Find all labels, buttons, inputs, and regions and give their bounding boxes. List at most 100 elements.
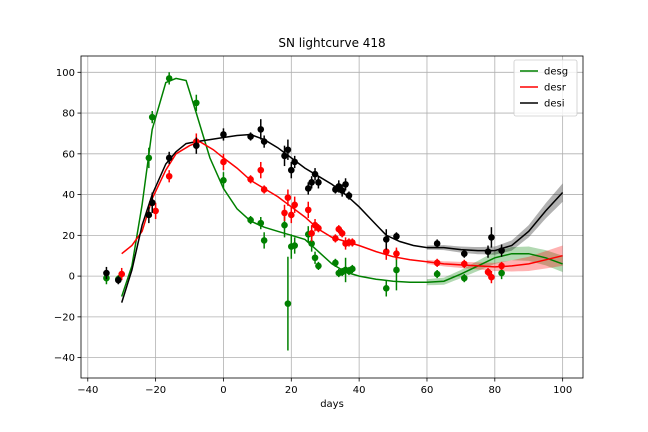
data-point-desi	[488, 234, 495, 241]
data-point-desg	[220, 177, 227, 184]
data-point-desg	[315, 262, 322, 270]
x-tick-label: 0	[220, 385, 226, 396]
data-points	[103, 72, 505, 351]
grid	[81, 56, 583, 378]
data-point-desr	[118, 270, 126, 278]
data-point-desg	[460, 274, 468, 282]
x-tick-label: −20	[145, 385, 166, 396]
data-point-desr	[393, 250, 400, 257]
x-tick-label: 40	[353, 385, 366, 396]
data-point-desg	[257, 219, 265, 227]
data-point-desi	[311, 170, 319, 178]
model-line-desi	[120, 133, 564, 303]
data-point-desi	[433, 240, 441, 247]
chart-title: SN lightcurve 418	[278, 36, 385, 50]
data-point-desr	[304, 206, 312, 214]
data-point-desg	[284, 300, 292, 307]
data-point-desr	[498, 262, 505, 270]
data-point-desi	[345, 192, 353, 199]
data-point-desr	[281, 209, 288, 217]
data-point-desg	[291, 242, 298, 249]
data-point-desi	[287, 166, 295, 174]
data-point-desg	[281, 221, 288, 229]
data-point-desg	[308, 240, 315, 247]
data-point-desg	[498, 269, 505, 277]
y-tick-label: 80	[62, 109, 75, 120]
data-point-desg	[247, 216, 254, 224]
data-point-desr	[165, 172, 173, 180]
data-point-desi	[498, 247, 505, 254]
data-point-desr	[260, 186, 268, 193]
data-point-desg	[260, 237, 268, 244]
y-tick-label: 100	[56, 68, 75, 79]
legend-label-desg: desg	[544, 67, 568, 78]
legend: desg desr desi	[513, 59, 578, 117]
x-tick-label: 60	[421, 385, 434, 396]
data-point-desr	[332, 235, 339, 242]
data-point-desi	[315, 179, 322, 186]
x-axis-label: days	[320, 399, 344, 410]
x-tick-label: 100	[553, 385, 572, 396]
data-point-desi	[308, 179, 315, 186]
data-point-desr	[152, 207, 159, 215]
model-band-desg	[426, 246, 563, 286]
y-tick-label: 40	[62, 190, 75, 201]
data-point-desi	[220, 131, 227, 138]
data-point-desg	[165, 75, 173, 82]
data-point-desr	[284, 194, 292, 201]
data-point-desr	[382, 248, 390, 255]
data-point-desi	[484, 248, 492, 255]
data-point-desi	[393, 233, 400, 240]
data-point-desi	[382, 236, 390, 243]
data-point-desi	[257, 126, 265, 133]
data-point-desi	[115, 276, 122, 284]
data-point-desi	[247, 133, 254, 140]
data-point-desr	[291, 201, 298, 209]
data-point-desr	[308, 230, 315, 237]
data-point-desr	[488, 273, 495, 281]
data-point-desi	[193, 142, 200, 149]
y-tick-label: 0	[69, 272, 75, 283]
data-point-desg	[393, 266, 400, 274]
data-point-desi	[342, 181, 349, 188]
data-point-desg	[382, 285, 390, 292]
data-point-desr	[247, 175, 254, 183]
data-point-desg	[433, 270, 441, 278]
data-point-desi	[338, 187, 346, 194]
model-band-desi	[426, 183, 563, 255]
model-line-desr	[121, 140, 563, 268]
data-point-desr	[460, 260, 468, 268]
data-point-desi	[460, 250, 468, 257]
data-point-desr	[349, 239, 356, 246]
data-point-desi	[284, 146, 292, 154]
y-tick-label: 60	[62, 149, 75, 160]
data-point-desg	[332, 259, 339, 267]
data-point-desi	[165, 154, 173, 162]
data-point-desi	[281, 152, 288, 160]
data-point-desg	[193, 99, 200, 107]
y-tick-label: −20	[54, 312, 75, 323]
data-point-desr	[315, 224, 322, 232]
data-point-desr	[287, 211, 295, 219]
data-point-desi	[260, 138, 268, 145]
data-point-desi	[304, 185, 312, 192]
data-point-desg	[311, 254, 319, 262]
data-point-desr	[257, 166, 265, 174]
data-point-desr	[433, 259, 441, 267]
data-point-desg	[349, 265, 356, 273]
y-tick-label: 20	[62, 231, 75, 242]
data-point-desg	[145, 154, 153, 162]
x-tick-label: 80	[488, 385, 501, 396]
data-point-desg	[148, 113, 156, 121]
legend-box	[513, 59, 578, 117]
data-point-desr	[220, 158, 227, 166]
data-point-desr	[484, 268, 492, 276]
data-point-desi	[103, 269, 110, 277]
data-point-desi	[145, 211, 153, 219]
x-tick-label: 20	[285, 385, 298, 396]
data-point-desi	[148, 199, 156, 207]
x-tick-label: −40	[77, 385, 98, 396]
axis-ticks: −40 −20 0 20 40 60 80 100 −40 −20 0 20 40 60 80 100	[54, 68, 572, 396]
data-point-desr	[338, 230, 346, 237]
